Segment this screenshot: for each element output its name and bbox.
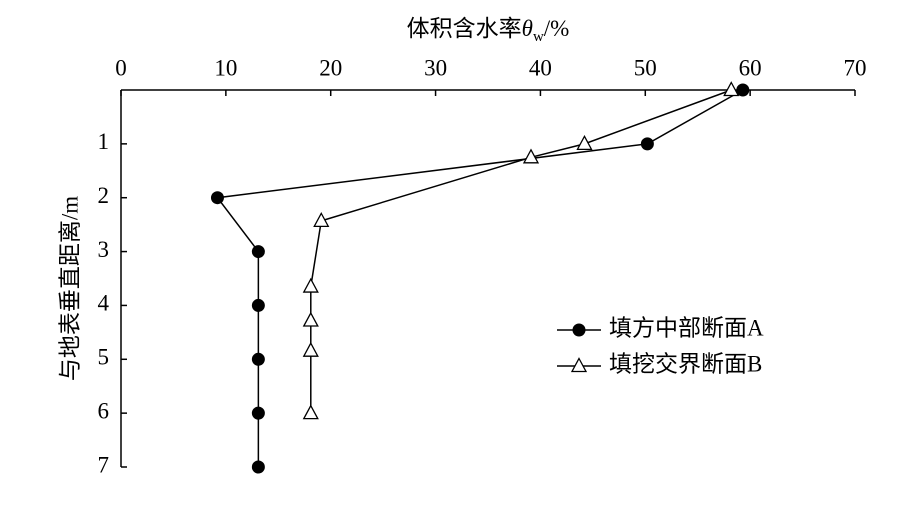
point — [210, 191, 224, 205]
point — [302, 277, 319, 293]
x-tick-label: 0 — [115, 55, 127, 80]
x-axis-label-part: /% — [544, 16, 570, 41]
point — [522, 148, 540, 164]
point — [576, 134, 593, 151]
point — [302, 341, 319, 357]
y-tick-label: 7 — [98, 452, 110, 477]
y-axis-label: 与地表垂直距离/m — [57, 196, 82, 381]
point — [736, 83, 750, 97]
x-axis-label: 体积含水率θw/% — [407, 16, 570, 45]
point — [251, 245, 265, 259]
y-tick-label: 5 — [98, 345, 110, 370]
y-tick-label: 4 — [98, 291, 110, 316]
y-tick-label: 2 — [98, 183, 110, 208]
point — [313, 212, 330, 228]
point — [251, 352, 265, 366]
y-tick-label: 6 — [98, 398, 110, 423]
point — [640, 137, 654, 151]
y-tick-label: 3 — [98, 237, 110, 262]
x-tick-label: 50 — [634, 55, 657, 80]
x-tick-label: 30 — [424, 55, 447, 80]
x-axis-label-part: 体积含水率 — [407, 16, 522, 41]
x-axis-label-part: w — [533, 29, 544, 45]
x-tick-label: 20 — [319, 55, 342, 80]
point — [251, 406, 265, 420]
x-axis-label-part: θ — [522, 16, 533, 41]
point — [251, 460, 265, 474]
x-tick-label: 10 — [214, 55, 237, 80]
point — [723, 81, 740, 97]
x-tick-label: 60 — [739, 55, 762, 80]
x-tick-label: 70 — [844, 55, 867, 80]
y-tick-label: 1 — [98, 129, 110, 154]
point — [251, 298, 265, 312]
legend-marker — [570, 357, 588, 373]
point — [302, 404, 319, 420]
point — [302, 311, 319, 327]
legend-label: 填挖交界断面B — [609, 351, 762, 376]
legend-label: 填方中部断面A — [609, 315, 764, 340]
series-line — [216, 89, 744, 467]
legend-marker — [572, 323, 586, 337]
x-tick-label: 40 — [529, 55, 552, 80]
